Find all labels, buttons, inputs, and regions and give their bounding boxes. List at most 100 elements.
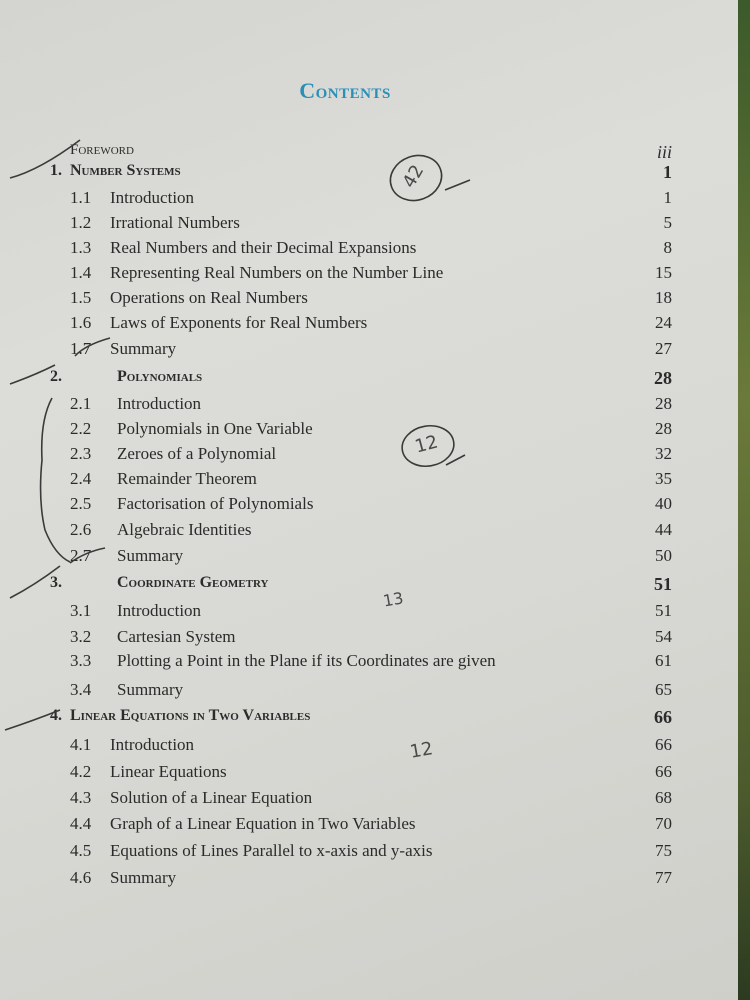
entry-page-number: 28: [654, 368, 672, 388]
entry-title: Introduction: [110, 735, 195, 754]
entry-title: Introduction: [110, 188, 195, 207]
entry-page-number: 68: [655, 788, 672, 807]
tick-mark: [9, 364, 56, 385]
section-entry: 3.1 Introduction 51: [0, 601, 672, 625]
entry-title: Linear Equations in Two Variables: [70, 707, 311, 724]
entry-page-number: 70: [655, 814, 672, 833]
entry-page-number: 1: [663, 162, 672, 182]
entry-title: Summary: [117, 546, 184, 565]
entry-number: 4.3: [70, 788, 92, 807]
entry-page-number: iii: [656, 142, 672, 162]
entry-title: Graph of a Linear Equation in Two Variab…: [110, 814, 416, 833]
entry-title: Introduction: [117, 394, 202, 413]
entry-number: 1.: [50, 162, 62, 179]
tick-mark: [444, 179, 471, 191]
entry-number: 1.5: [70, 288, 92, 307]
entry-page-number: 54: [655, 627, 672, 646]
section-entry: 2.2 Polynomials in One Variable 28: [0, 419, 672, 443]
handwritten-note: 13: [381, 588, 405, 611]
entry-title: Polynomials in One Variable: [117, 419, 313, 438]
section-entry: 2.6 Algebraic Identities 44: [0, 520, 672, 544]
entry-page-number: 66: [655, 735, 672, 754]
chapter-entry: 1. Number Systems 1: [0, 162, 672, 186]
entry-page-number: 24: [655, 313, 672, 332]
section-entry: 2.7 Summary 50: [0, 546, 672, 570]
entry-page-number: 40: [655, 494, 672, 513]
bracket-mark: [39, 397, 71, 563]
entry-page-number: 35: [655, 469, 672, 488]
front-matter-entry: Foreword iii: [0, 142, 672, 166]
entry-page-number: 18: [655, 288, 672, 307]
page-edge-background: [738, 0, 750, 1000]
section-entry: 3.3 Plotting a Point in the Plane if its …: [0, 651, 672, 675]
section-entry: 1.4 Representing Real Numbers on the Numb…: [0, 263, 672, 287]
entry-title: Coordinate Geometry: [117, 574, 269, 591]
entry-number: 4.2: [70, 762, 92, 781]
entry-title: Introduction: [117, 601, 202, 620]
chapter-entry: 2. Polynomials 28: [0, 368, 672, 392]
entry-number: 3.2: [70, 627, 92, 646]
entry-title: Algebraic Identities: [117, 520, 252, 539]
chapter-entry: 4. Linear Equations in Two Variables 66: [0, 707, 672, 731]
entry-title: Zeroes of a Polynomial: [117, 444, 277, 463]
entry-title: Summary: [110, 339, 177, 358]
page-title: Contents: [299, 78, 391, 103]
entry-page-number: 32: [655, 444, 672, 463]
entry-number: 2.2: [70, 419, 92, 438]
entry-title: Equations of Lines Parallel to x-axis an…: [110, 841, 433, 860]
section-entry: 4.5 Equations of Lines Parallel to x-axis…: [0, 841, 672, 865]
section-entry: 1.6 Laws of Exponents for Real Numbers 24: [0, 313, 672, 337]
entry-title: Solution of a Linear Equation: [110, 788, 313, 807]
entry-page-number: 44: [655, 520, 672, 539]
circle-mark: [389, 154, 443, 202]
chapter-entry: 3. Coordinate Geometry 51: [0, 574, 672, 598]
entry-number: 1.6: [70, 313, 92, 332]
entry-page-number: 75: [655, 841, 672, 860]
section-entry: 4.4 Graph of a Linear Equation in Two Var…: [0, 814, 672, 838]
entry-page-number: 65: [655, 680, 672, 699]
entry-page-number: 8: [663, 238, 673, 257]
entry-title: Summary: [117, 680, 184, 699]
section-entry: 2.4 Remainder Theorem 35: [0, 469, 672, 493]
entry-title: Plotting a Point in the Plane if its Coo…: [117, 651, 496, 670]
entry-number: 3.3: [70, 651, 92, 670]
entry-page-number: 1: [663, 188, 673, 207]
entry-page-number: 77: [655, 868, 672, 887]
entry-number: 2.: [50, 368, 62, 385]
entry-title: Irrational Numbers: [110, 213, 240, 232]
entry-title: Operations on Real Numbers: [110, 288, 308, 307]
tick-mark: [74, 337, 111, 357]
section-entry: 1.3 Real Numbers and their Decimal Expans…: [0, 238, 672, 262]
entry-page-number: 51: [655, 601, 672, 620]
entry-number: 3.1: [70, 601, 92, 620]
entry-number: 4.5: [70, 841, 92, 860]
entry-number: 1.3: [70, 238, 92, 257]
section-entry: 2.1 Introduction 28: [0, 394, 672, 418]
entry-number: 3.: [50, 574, 62, 591]
entry-page-number: 61: [655, 651, 672, 670]
entry-page-number: 15: [655, 263, 672, 282]
entry-number: 2.5: [70, 494, 92, 513]
section-entry: 1.5 Operations on Real Numbers 18: [0, 288, 672, 312]
entry-number: 2.6: [70, 520, 92, 539]
section-entry: 4.1 Introduction 66: [0, 735, 672, 759]
section-entry: 4.6 Summary 77: [0, 868, 672, 892]
entry-number: 4.6: [70, 868, 92, 887]
entry-title: Number Systems: [70, 162, 181, 179]
entry-page-number: 50: [655, 546, 672, 565]
entry-number: 1.1: [70, 188, 92, 207]
entry-number: 2.1: [70, 394, 92, 413]
tick-mark: [9, 139, 81, 179]
section-entry: 1.1 Introduction 1: [0, 188, 672, 212]
entry-number: 3.4: [70, 680, 92, 699]
entry-title: Cartesian System: [117, 627, 236, 646]
entry-number: 2.4: [70, 469, 92, 488]
entry-title: Polynomials: [117, 368, 203, 385]
entry-number: 1.4: [70, 263, 92, 282]
entry-number: 1.7: [70, 339, 92, 358]
entry-page-number: 51: [654, 574, 672, 594]
entry-number: 2.3: [70, 444, 92, 463]
entry-page-number: 28: [655, 394, 672, 413]
entry-page-number: 28: [655, 419, 672, 438]
